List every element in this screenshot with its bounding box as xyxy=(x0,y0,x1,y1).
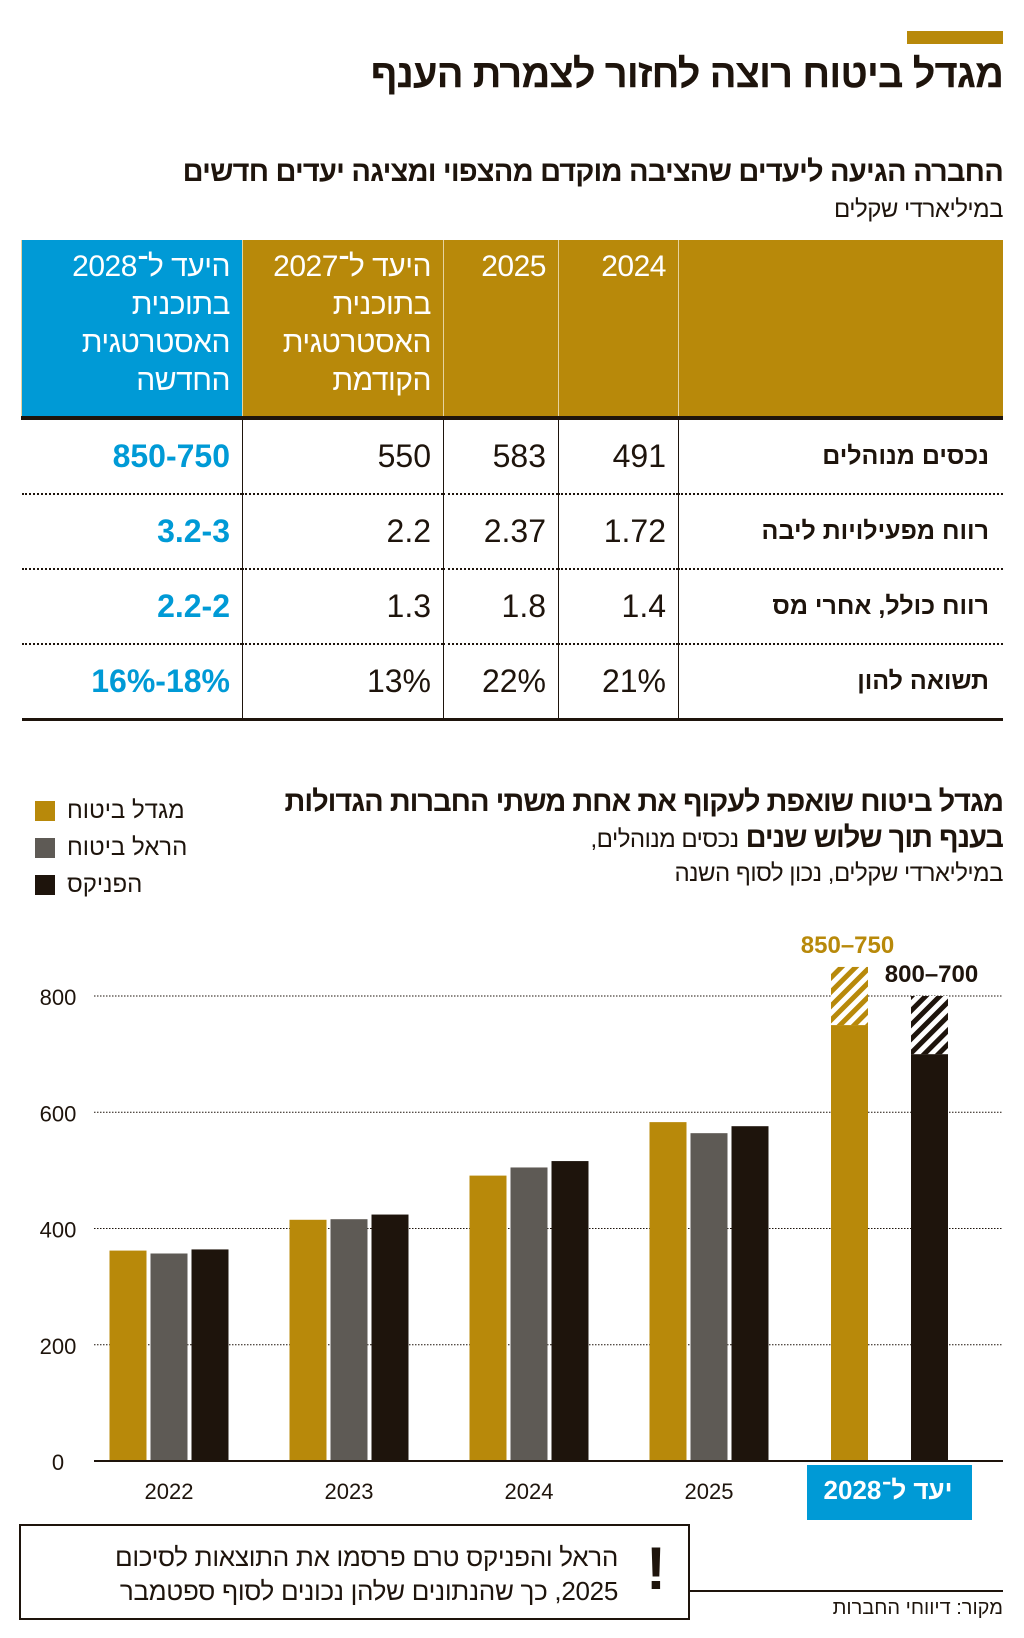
bar xyxy=(649,1122,687,1461)
bar xyxy=(469,1175,507,1461)
bar xyxy=(371,1214,409,1461)
bar-chart: 0 200 400 600 800 2022 2023 2024 2025 יעד ל־2028 8… xyxy=(40,932,1003,1520)
x-tick-label: 2024 xyxy=(505,1479,554,1504)
table-subtitle: החברה הגיעה ליעדים שהציבה מוקדם מהצפוי ו… xyxy=(182,156,1004,188)
cell-t2027: 13% xyxy=(242,644,444,721)
divider xyxy=(690,1590,1003,1592)
legend-label: הפניקס xyxy=(67,870,143,898)
note-line-2: 2025, כך שהנתונים שלהן נכונים לסוף ספטמב… xyxy=(119,1576,618,1606)
legend-label: מגדל ביטוח xyxy=(67,796,185,824)
legend-item: מגדל ביטוח xyxy=(35,792,187,829)
cell-label: תשואה להון xyxy=(678,644,1003,721)
page-title: מגדל ביטוח רוצה לחזור לצמרת הענף xyxy=(370,52,1004,96)
header-label xyxy=(678,240,1003,418)
bar xyxy=(551,1161,589,1461)
bar xyxy=(289,1219,327,1461)
header-target-2027: היעד ל־2027 בתוכנית האסטרטגית הקודמת xyxy=(242,240,444,418)
bar xyxy=(109,1250,147,1461)
note-line-1: הראל והפניקס טרם פרסמו את התוצאות לסיכום xyxy=(114,1542,618,1572)
target-range-bar xyxy=(911,996,948,1055)
cell-v2025: 583 xyxy=(443,418,559,495)
cell-v2025: 1.8 xyxy=(443,569,559,645)
target-bar xyxy=(911,1054,948,1461)
y-tick-label: 0 xyxy=(52,1450,64,1475)
bar xyxy=(191,1249,229,1461)
cell-t2028: 3.2-3 xyxy=(21,494,243,570)
x-tick-label: 2023 xyxy=(325,1479,374,1504)
chart-subtitle: נכסים מנוהלים, xyxy=(590,826,740,853)
accent-bar xyxy=(907,31,1003,44)
cell-v2024: 1.72 xyxy=(558,494,679,570)
cell-label: רווח כולל, אחרי מס xyxy=(678,569,1003,645)
header-target-2028: היעד ל־2028 בתוכנית האסטרטגית החדשה xyxy=(21,240,243,418)
legend-item: הראל ביטוח xyxy=(35,829,187,866)
bar xyxy=(731,1126,769,1461)
table-row: רווח מפעילויות ליבה 1.72 2.37 2.2 3.2-3 xyxy=(21,494,1003,570)
bar xyxy=(150,1253,188,1461)
cell-t2027: 2.2 xyxy=(242,494,444,570)
cell-v2025: 22% xyxy=(443,644,559,721)
x-tick-label: 2022 xyxy=(145,1479,194,1504)
source: מקור: דיווחי החברות xyxy=(832,1597,1003,1619)
x-tick-label: יעד ל־2028 xyxy=(824,1475,953,1505)
header-2024: 2024 xyxy=(558,240,679,418)
bar xyxy=(510,1167,548,1461)
legend-item: הפניקס xyxy=(35,866,187,903)
y-tick-label: 200 xyxy=(40,1334,77,1359)
cell-t2028: 850-750 xyxy=(21,418,243,495)
target-data-label: 850–750 xyxy=(801,932,894,959)
cell-v2024: 21% xyxy=(558,644,679,721)
cell-v2025: 2.37 xyxy=(443,494,559,570)
table-unit: במיליארדי שקלים xyxy=(833,196,1004,223)
cell-v2024: 1.4 xyxy=(558,569,679,645)
chart-heading: מגדל ביטוח שואפת לעקוף את אחת משתי החברו… xyxy=(233,784,1004,890)
cell-t2027: 1.3 xyxy=(242,569,444,645)
legend-swatch xyxy=(35,837,55,858)
chart-title: מגדל ביטוח שואפת לעקוף את אחת משתי החברו… xyxy=(233,784,1004,858)
target-data-label: 800–700 xyxy=(885,961,978,988)
target-range-bar xyxy=(831,966,868,1026)
table-row: נכסים מנוהלים 491 583 550 850-750 xyxy=(21,418,1003,495)
y-tick-label: 400 xyxy=(40,1218,77,1243)
note-text: הראל והפניקס טרם פרסמו את התוצאות לסיכום… xyxy=(115,1540,618,1608)
cell-t2028: 2.2-2 xyxy=(21,569,243,645)
chart-title-text: מגדל ביטוח שואפת לעקוף את אחת משתי החברו… xyxy=(284,786,1004,854)
table-row: רווח כולל, אחרי מס 1.4 1.8 1.3 2.2-2 xyxy=(21,569,1003,645)
table-row: תשואה להון 21% 22% 13% 18%-16% xyxy=(21,644,1003,721)
legend-label: הראל ביטוח xyxy=(67,833,188,861)
legend-swatch xyxy=(35,874,55,895)
target-bar xyxy=(831,1025,868,1461)
cell-t2027: 550 xyxy=(242,418,444,495)
cell-label: רווח מפעילויות ליבה xyxy=(678,494,1003,570)
x-tick-label: 2025 xyxy=(685,1479,734,1504)
bar xyxy=(690,1133,728,1461)
cell-v2024: 491 xyxy=(558,418,679,495)
header-2025: 2025 xyxy=(443,240,559,418)
note-box: ! הראל והפניקס טרם פרסמו את התוצאות לסיכ… xyxy=(19,1524,690,1620)
legend-swatch xyxy=(35,800,55,821)
legend: מגדל ביטוח הראל ביטוח הפניקס xyxy=(35,792,187,903)
target-label-box xyxy=(807,1465,972,1520)
y-tick-label: 600 xyxy=(40,1101,77,1126)
y-tick-label: 800 xyxy=(40,985,77,1010)
targets-table: 2024 2025 היעד ל־2027 בתוכנית האסטרטגית … xyxy=(21,240,1003,721)
chart-unit: במיליארדי שקלים, נכון לסוף השנה xyxy=(674,860,1003,887)
exclamation-icon: ! xyxy=(646,1535,666,1602)
cell-label: נכסים מנוהלים xyxy=(678,418,1003,495)
cell-t2028: 18%-16% xyxy=(21,644,243,721)
bar xyxy=(330,1219,368,1461)
